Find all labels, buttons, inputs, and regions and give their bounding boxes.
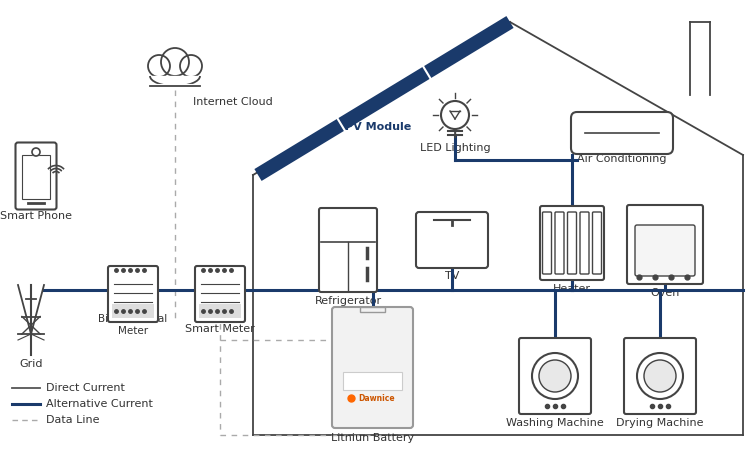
FancyBboxPatch shape bbox=[108, 266, 158, 322]
FancyBboxPatch shape bbox=[571, 112, 673, 154]
Circle shape bbox=[539, 360, 571, 392]
Text: Heater: Heater bbox=[553, 284, 591, 294]
FancyBboxPatch shape bbox=[555, 212, 564, 274]
Circle shape bbox=[644, 360, 676, 392]
Text: Oven: Oven bbox=[650, 288, 680, 298]
FancyBboxPatch shape bbox=[195, 266, 245, 322]
FancyBboxPatch shape bbox=[542, 212, 551, 274]
Text: Dawnice: Dawnice bbox=[358, 394, 395, 403]
Text: Smart Phone: Smart Phone bbox=[0, 211, 72, 221]
Text: Smart Meter: Smart Meter bbox=[185, 324, 255, 334]
FancyBboxPatch shape bbox=[519, 338, 591, 414]
Bar bbox=[22, 155, 50, 199]
FancyBboxPatch shape bbox=[540, 206, 604, 280]
Text: LED Lighting: LED Lighting bbox=[420, 143, 491, 153]
FancyBboxPatch shape bbox=[332, 307, 413, 428]
Text: Internet Cloud: Internet Cloud bbox=[193, 97, 273, 107]
Circle shape bbox=[532, 353, 578, 399]
Bar bbox=[199, 304, 241, 318]
Circle shape bbox=[441, 101, 469, 129]
Text: Alternative Current: Alternative Current bbox=[46, 399, 153, 409]
Bar bbox=[112, 304, 154, 318]
Circle shape bbox=[161, 48, 189, 76]
FancyBboxPatch shape bbox=[580, 212, 589, 274]
Circle shape bbox=[148, 55, 170, 77]
Text: Washing Machine: Washing Machine bbox=[506, 418, 604, 428]
Text: Refrigerator: Refrigerator bbox=[314, 296, 382, 306]
FancyBboxPatch shape bbox=[16, 142, 56, 210]
Text: Bi-directional
Meter: Bi-directional Meter bbox=[98, 315, 168, 336]
FancyBboxPatch shape bbox=[627, 205, 703, 284]
Circle shape bbox=[32, 148, 40, 156]
Circle shape bbox=[637, 353, 683, 399]
Text: PV Module: PV Module bbox=[345, 122, 411, 132]
FancyBboxPatch shape bbox=[624, 338, 696, 414]
Text: Data Line: Data Line bbox=[46, 415, 100, 425]
FancyBboxPatch shape bbox=[416, 212, 488, 268]
Bar bbox=[343, 372, 402, 390]
FancyBboxPatch shape bbox=[592, 212, 602, 274]
Text: TV: TV bbox=[445, 271, 459, 281]
Circle shape bbox=[180, 55, 202, 77]
Bar bbox=[360, 307, 385, 312]
FancyBboxPatch shape bbox=[568, 212, 577, 274]
Text: Grid: Grid bbox=[20, 359, 43, 369]
Text: Litniun Battery: Litniun Battery bbox=[331, 433, 414, 443]
Text: Direct Current: Direct Current bbox=[46, 383, 125, 393]
Text: Drying Machine: Drying Machine bbox=[616, 418, 704, 428]
FancyBboxPatch shape bbox=[635, 225, 695, 276]
Text: Air Conditioning: Air Conditioning bbox=[578, 154, 667, 164]
FancyBboxPatch shape bbox=[319, 208, 377, 292]
